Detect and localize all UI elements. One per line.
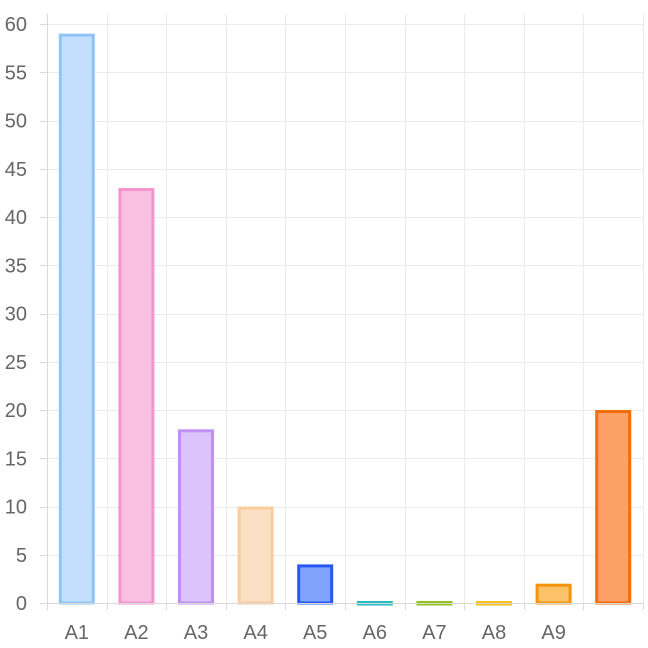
bar-a2 — [118, 188, 155, 605]
y-tick-label: 10 — [5, 497, 27, 519]
y-tick-label: 15 — [5, 448, 27, 470]
y-tick-label: 25 — [5, 352, 27, 374]
y-tick-label: 5 — [16, 545, 27, 567]
bar-a4 — [237, 506, 274, 605]
y-tick-label: 30 — [5, 304, 27, 326]
x-tick-label: A7 — [422, 622, 446, 644]
y-tick-labels: 0 5 10 15 20 25 30 35 40 45 50 55 60 — [5, 14, 27, 615]
bar-a1 — [58, 33, 95, 605]
x-tick-label: A5 — [303, 622, 327, 644]
x-tick-label: A1 — [65, 622, 89, 644]
y-tick-label: 60 — [5, 14, 27, 36]
y-tick-label: 40 — [5, 207, 27, 229]
bar-a3 — [178, 429, 214, 605]
y-tick-label: 55 — [5, 62, 27, 84]
x-tick-label: A6 — [363, 622, 387, 644]
y-tick-label: 50 — [5, 111, 27, 133]
y-tick-label: 0 — [16, 593, 27, 615]
x-tick-labels: A1 A2 A3 A4 A5 A6 A7 A8 A9 — [65, 622, 566, 644]
y-tick-label: 35 — [5, 255, 27, 277]
x-tick-label: A8 — [482, 622, 506, 644]
bar-a5 — [297, 564, 334, 605]
y-tick-label: 45 — [5, 159, 27, 181]
x-tick-label: A9 — [541, 622, 565, 644]
bar-a9 — [535, 583, 572, 605]
x-tick-label: A2 — [124, 622, 148, 644]
x-tick-label: A3 — [184, 622, 208, 644]
axes — [40, 14, 644, 610]
x-tick-label: A4 — [243, 622, 267, 644]
bar-unlabeled — [595, 410, 632, 605]
y-tick-label: 20 — [5, 400, 27, 422]
